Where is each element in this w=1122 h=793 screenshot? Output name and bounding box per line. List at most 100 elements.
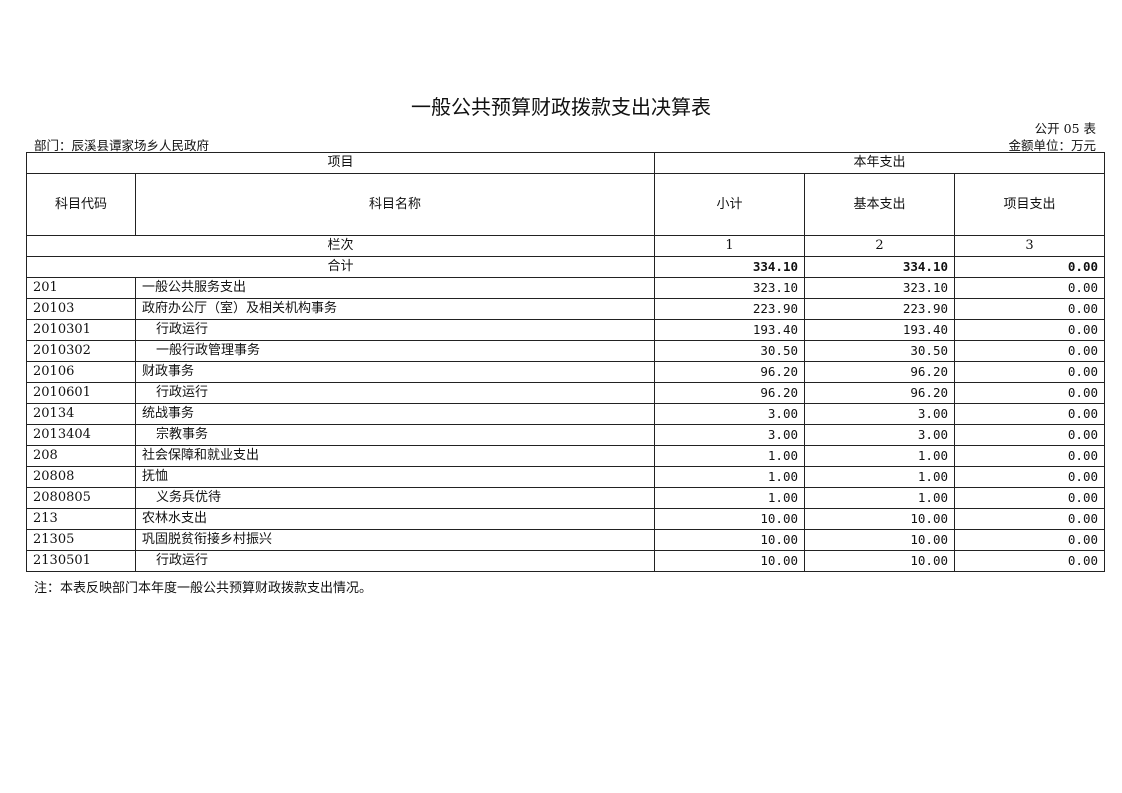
- row-code: 201: [26, 277, 136, 299]
- row-subtotal: 3.00: [654, 424, 806, 446]
- row-basic: 1.00: [804, 445, 956, 467]
- row-project: 0.00: [954, 508, 1106, 530]
- unit-label: 金额单位：万元: [1008, 138, 1096, 153]
- row-code: 2010302: [26, 340, 136, 362]
- row-code: 20103: [26, 298, 136, 320]
- page-title: 一般公共预算财政拨款支出决算表: [411, 95, 711, 119]
- row-basic: 223.90: [804, 298, 956, 320]
- row-code: 21305: [26, 529, 136, 551]
- table-row: 2010601 行政运行 96.20 96.20 0.00: [26, 382, 1106, 404]
- row-name: 一般行政管理事务: [134, 340, 656, 362]
- table-row: 20134 统战事务 3.00 3.00 0.00: [26, 403, 1106, 425]
- table-row: 2010301 行政运行 193.40 193.40 0.00: [26, 319, 1106, 341]
- row-basic: 96.20: [804, 361, 956, 383]
- row-basic: 323.10: [804, 277, 956, 299]
- table-row: 201 一般公共服务支出 323.10 323.10 0.00: [26, 277, 1106, 299]
- total-subtotal: 334.10: [654, 256, 806, 278]
- row-code: 2010301: [26, 319, 136, 341]
- row-subtotal: 223.90: [654, 298, 806, 320]
- table-row: 2010302 一般行政管理事务 30.50 30.50 0.00: [26, 340, 1106, 362]
- table-row: 20808 抚恤 1.00 1.00 0.00: [26, 466, 1106, 488]
- row-name: 义务兵优待: [134, 487, 656, 509]
- row-basic: 10.00: [804, 529, 956, 551]
- row-basic: 3.00: [804, 403, 956, 425]
- row-project: 0.00: [954, 340, 1106, 362]
- row-project: 0.00: [954, 445, 1106, 467]
- row-project: 0.00: [954, 466, 1106, 488]
- row-basic: 3.00: [804, 424, 956, 446]
- department-label: 部门：辰溪县谭家场乡人民政府: [34, 138, 210, 153]
- table-row: 20103 政府办公厅（室）及相关机构事务 223.90 223.90 0.00: [26, 298, 1106, 320]
- row-subtotal: 1.00: [654, 445, 806, 467]
- row-subtotal: 1.00: [654, 466, 806, 488]
- row-basic: 96.20: [804, 382, 956, 404]
- header-subtotal: 小计: [654, 173, 806, 236]
- row-code: 20808: [26, 466, 136, 488]
- row-project: 0.00: [954, 382, 1106, 404]
- row-basic: 1.00: [804, 487, 956, 509]
- table-row: 2080805 义务兵优待 1.00 1.00 0.00: [26, 487, 1106, 509]
- row-project: 0.00: [954, 298, 1106, 320]
- table-number: 公开 05 表: [1034, 121, 1096, 136]
- row-project: 0.00: [954, 361, 1106, 383]
- row-name: 行政运行: [134, 550, 656, 572]
- row-subtotal: 10.00: [654, 529, 806, 551]
- row-project: 0.00: [954, 319, 1106, 341]
- table-row: 2013404 宗教事务 3.00 3.00 0.00: [26, 424, 1106, 446]
- header-current-year: 本年支出: [654, 152, 1106, 174]
- row-project: 0.00: [954, 487, 1106, 509]
- row-code: 2080805: [26, 487, 136, 509]
- row-name: 行政运行: [134, 382, 656, 404]
- row-subtotal: 96.20: [654, 382, 806, 404]
- row-project: 0.00: [954, 403, 1106, 425]
- column-index-1: 1: [654, 235, 806, 257]
- header-project-exp: 项目支出: [954, 173, 1106, 236]
- row-name: 政府办公厅（室）及相关机构事务: [134, 298, 656, 320]
- total-basic: 334.10: [804, 256, 956, 278]
- row-code: 208: [26, 445, 136, 467]
- row-code: 2010601: [26, 382, 136, 404]
- row-name: 统战事务: [134, 403, 656, 425]
- table-row: 213 农林水支出 10.00 10.00 0.00: [26, 508, 1106, 530]
- row-basic: 10.00: [804, 550, 956, 572]
- row-subtotal: 30.50: [654, 340, 806, 362]
- row-name: 宗教事务: [134, 424, 656, 446]
- column-index-3: 3: [954, 235, 1106, 257]
- row-subtotal: 193.40: [654, 319, 806, 341]
- footnote: 注：本表反映部门本年度一般公共预算财政拨款支出情况。: [34, 581, 373, 596]
- row-name: 社会保障和就业支出: [134, 445, 656, 467]
- row-basic: 193.40: [804, 319, 956, 341]
- row-basic: 10.00: [804, 508, 956, 530]
- row-subtotal: 10.00: [654, 508, 806, 530]
- table-row: 21305 巩固脱贫衔接乡村振兴 10.00 10.00 0.00: [26, 529, 1106, 551]
- column-index-2: 2: [804, 235, 956, 257]
- total-project: 0.00: [954, 256, 1106, 278]
- total-label: 合计: [25, 256, 656, 278]
- row-code: 213: [26, 508, 136, 530]
- column-index-label: 栏次: [25, 235, 656, 257]
- header-basic: 基本支出: [804, 173, 956, 236]
- row-subtotal: 3.00: [654, 403, 806, 425]
- row-name: 一般公共服务支出: [134, 277, 656, 299]
- row-code: 20134: [26, 403, 136, 425]
- row-code: 20106: [26, 361, 136, 383]
- row-project: 0.00: [954, 424, 1106, 446]
- table-row: 2130501 行政运行 10.00 10.00 0.00: [26, 550, 1106, 572]
- row-project: 0.00: [954, 277, 1106, 299]
- row-project: 0.00: [954, 529, 1106, 551]
- row-subtotal: 10.00: [654, 550, 806, 572]
- row-name: 抚恤: [134, 466, 656, 488]
- row-code: 2013404: [26, 424, 136, 446]
- row-name: 巩固脱贫衔接乡村振兴: [134, 529, 656, 551]
- header-name: 科目名称: [134, 173, 656, 236]
- row-subtotal: 96.20: [654, 361, 806, 383]
- row-subtotal: 323.10: [654, 277, 806, 299]
- header-code: 科目代码: [26, 173, 136, 236]
- header-project: 项目: [25, 152, 656, 174]
- row-subtotal: 1.00: [654, 487, 806, 509]
- row-code: 2130501: [26, 550, 136, 572]
- row-name: 农林水支出: [134, 508, 656, 530]
- row-name: 行政运行: [134, 319, 656, 341]
- row-project: 0.00: [954, 550, 1106, 572]
- expenditure-table: 项目 本年支出 科目代码 科目名称 小计 基本支出 项目支出 栏次 1 2 3 …: [25, 152, 1106, 572]
